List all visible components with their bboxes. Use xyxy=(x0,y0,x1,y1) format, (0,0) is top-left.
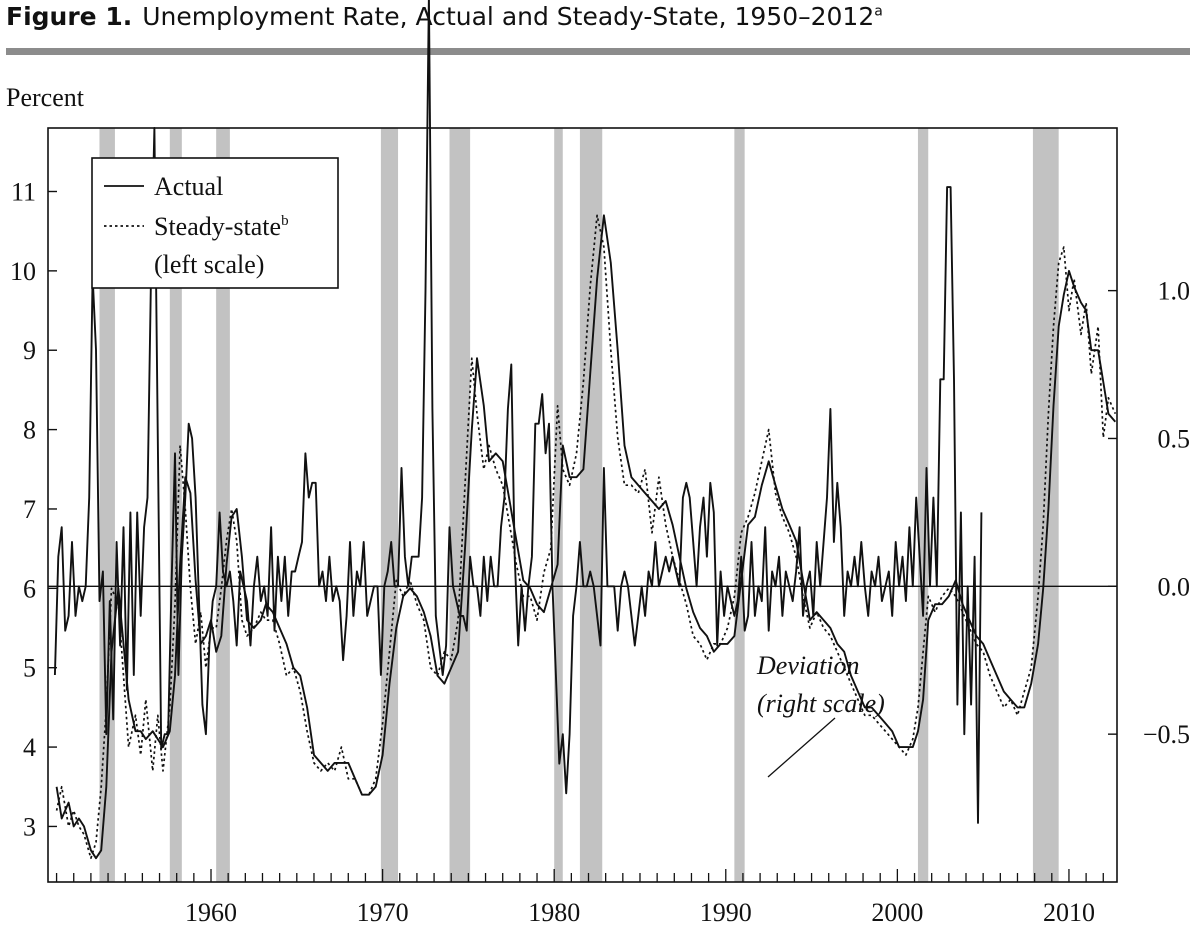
recession-band xyxy=(449,128,471,882)
recession-band xyxy=(917,128,929,882)
left-tick-label: 11 xyxy=(11,177,36,206)
figure-title-note: a xyxy=(874,3,883,20)
left-tick-label: 4 xyxy=(23,733,36,762)
title-rule xyxy=(6,48,1190,55)
series-line-deviation xyxy=(53,0,983,824)
x-tick-label: 1990 xyxy=(700,898,752,927)
left-tick-label: 7 xyxy=(23,495,36,524)
x-tick-label: 1980 xyxy=(528,898,580,927)
series-line-steady-state xyxy=(55,214,1117,860)
x-tick-label: 1960 xyxy=(185,898,237,927)
right-tick-label: 0.0 xyxy=(1158,572,1191,601)
left-axis: 3 4 5 6 7 8 9 10 11 xyxy=(10,177,57,841)
legend-steady-text: Steady-state xyxy=(154,212,281,241)
series-line-actual xyxy=(55,214,1117,860)
recession-band xyxy=(579,128,603,882)
right-axis: 1.0 0.5 0.0 −0.5 xyxy=(1108,277,1191,749)
left-tick-label: 10 xyxy=(10,257,36,286)
left-tick-label: 9 xyxy=(23,336,36,365)
right-tick-label: 1.0 xyxy=(1158,277,1191,306)
left-tick-label: 3 xyxy=(23,812,36,841)
deviation-leader-line xyxy=(767,717,836,778)
x-tick-label: 2010 xyxy=(1043,898,1095,927)
figure-title-text: Unemployment Rate, Actual and Steady-Sta… xyxy=(142,2,875,31)
right-tick-label: −0.5 xyxy=(1143,720,1190,749)
recession-bands xyxy=(99,128,1059,882)
recession-band xyxy=(380,128,399,882)
legend-box xyxy=(91,157,339,289)
plot-frame xyxy=(47,127,1118,883)
x-tick-label: 2000 xyxy=(871,898,923,927)
legend-scale-label: (left scale) xyxy=(154,250,264,279)
recession-band xyxy=(734,128,745,882)
legend-actual-label: Actual xyxy=(154,172,223,201)
left-tick-label: 5 xyxy=(23,654,36,683)
x-tick-label: 1970 xyxy=(357,898,409,927)
deviation-label-line1: Deviation xyxy=(756,651,860,680)
deviation-label-line2: (right scale) xyxy=(757,689,885,718)
series-layer xyxy=(53,0,1117,860)
recession-band xyxy=(1032,128,1059,882)
left-tick-label: 8 xyxy=(23,416,36,445)
legend-steady-label: Steady-stateb xyxy=(154,212,289,241)
y-axis-label: Percent xyxy=(6,83,85,112)
legend-steady-note: b xyxy=(281,213,289,229)
figure-number: Figure 1. xyxy=(6,2,133,31)
deviation-annotation: Deviation (right scale) xyxy=(756,651,885,778)
legend: Actual Steady-stateb (left scale) xyxy=(91,157,339,289)
left-tick-label: 6 xyxy=(23,574,36,603)
recession-band xyxy=(99,128,115,882)
right-tick-label: 0.5 xyxy=(1158,424,1191,453)
x-axis: 1960 1970 1980 1990 2000 2010 xyxy=(55,869,1104,927)
figure-title: Figure 1. Unemployment Rate, Actual and S… xyxy=(6,2,883,31)
recession-band xyxy=(554,128,563,882)
recession-band xyxy=(216,128,230,882)
